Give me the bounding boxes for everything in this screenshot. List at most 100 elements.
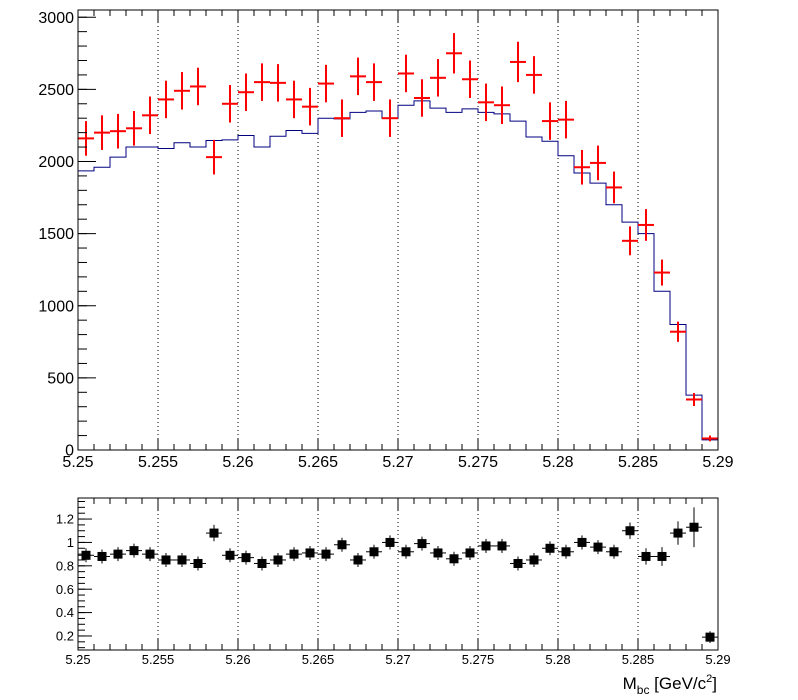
ratio-marker [241,553,251,563]
data-point [382,99,398,137]
x-tick-label: 5.265 [298,454,338,471]
data-point [686,393,702,406]
ratio-marker [609,547,619,557]
ratio-marker [193,558,203,568]
ratio-marker [81,550,91,560]
ratio-point [478,538,494,553]
x-tick-label: 5.275 [458,454,498,471]
x-tick-label: 5.29 [705,652,730,667]
ratio-point [270,552,286,567]
data-point [238,73,254,111]
ratio-marker [161,555,171,565]
ratio-marker [529,555,539,565]
ratio-marker [449,554,459,564]
x-tick-label: 5.27 [382,454,413,471]
data-point [126,110,142,146]
data-point [446,33,462,74]
y-tick-label: 0.8 [56,558,74,573]
y-tick-label: 1000 [38,298,74,315]
data-point [526,56,542,94]
ratio-point [670,521,686,545]
data-point [702,435,718,442]
data-point [254,63,270,101]
top-x-axis-ticks: 5.25 5.255 5.26 5.265 5.27 5.275 5.28 5.285 5.29 [62,10,734,471]
y-tick-label: 2500 [38,82,74,99]
x-tick-label: 5.25 [62,454,93,471]
x-tick-label: 5.285 [618,454,658,471]
ratio-point [142,547,158,562]
ratio-point [302,545,318,560]
data-point [510,41,526,83]
x-tick-label: 5.27 [385,652,410,667]
y-tick-label: 0.2 [56,629,74,644]
ratio-point [590,540,606,555]
ratio-marker [641,551,651,561]
ratio-marker [289,549,299,559]
ratio-point [190,556,206,571]
data-point [398,54,414,93]
ratio-point [622,522,638,539]
ratio-marker [385,537,395,547]
x-tick-label: 5.255 [138,454,178,471]
ratio-point [158,552,174,567]
data-point [318,64,334,103]
ratio-marker [145,549,155,559]
ratio-marker [305,548,315,558]
ratio-point [510,556,526,571]
data-point [286,80,302,119]
x-tick-label: 5.26 [225,652,250,667]
ratio-marker [561,547,571,557]
data-point [654,259,670,286]
ratio-point [94,549,110,564]
data-point [222,85,238,123]
data-point [414,79,430,117]
y-tick-label: 0.4 [56,605,74,620]
mc-step-histogram [78,100,719,450]
bottom-y-axis-ticks: 0.2 0.4 0.6 0.8 1 1.2 [56,501,92,649]
ratio-marker [657,551,667,561]
ratio-marker [353,555,363,565]
data-point [190,67,206,106]
data-point [94,115,110,150]
x-tick-label: 5.285 [622,652,655,667]
data-point [622,226,638,256]
data-point [606,171,622,204]
y-tick-label: 0.6 [56,582,74,597]
ratio-point [318,547,334,562]
ratio-point [222,548,238,563]
ratio-marker [593,542,603,552]
ratio-marker [225,550,235,560]
x-axis-label: Mbc [GeV/c2] [623,673,717,697]
ratio-point [334,537,350,552]
data-point [174,72,190,110]
ratio-marker [273,555,283,565]
ratio-marker [321,549,331,559]
ratio-point [206,524,222,542]
y-tick-label: 2000 [38,154,74,171]
ratio-point [558,544,574,559]
data-point [366,63,382,101]
ratio-points [78,507,718,643]
ratio-marker [337,540,347,550]
ratio-point [462,545,478,560]
y-tick-label: 500 [47,370,74,387]
y-tick-label: 1 [67,535,74,550]
ratio-point [446,551,462,566]
y-tick-label: 1500 [38,226,74,243]
x-tick-label: 5.28 [545,652,570,667]
data-point [78,121,94,156]
x-tick-label: 5.26 [222,454,253,471]
ratio-point [654,547,670,566]
ratio-point [638,548,654,565]
y-tick-label: 1.2 [56,512,74,527]
ratio-point [238,550,254,565]
data-point [638,209,654,241]
ratio-point [542,541,558,556]
ratio-point [414,536,430,551]
data-point [462,60,478,98]
data-point [430,59,446,97]
ratio-point [494,538,510,553]
ratio-marker [401,547,411,557]
data-point [478,83,494,122]
